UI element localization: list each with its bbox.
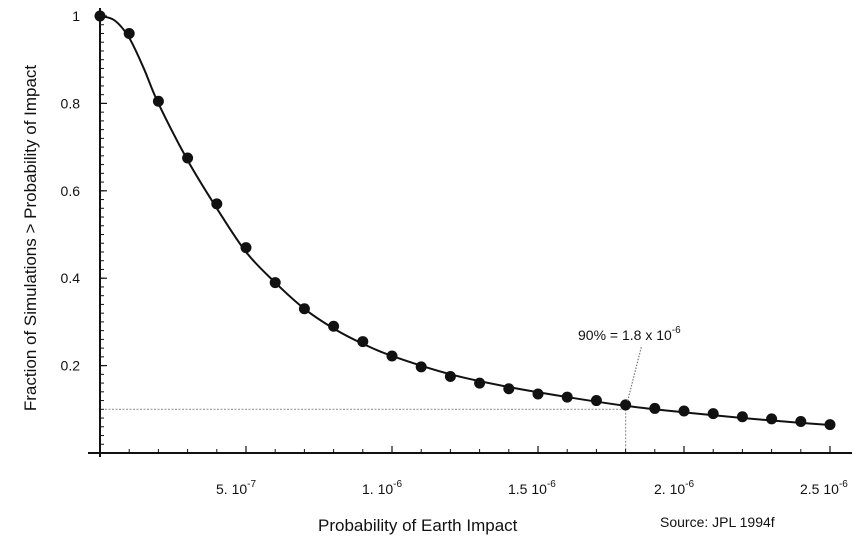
data-point <box>620 399 632 411</box>
annotation: 90% = 1.8 x 10-6 <box>578 325 681 402</box>
y-tick-label: 0.8 <box>61 95 81 111</box>
data-point <box>386 350 398 362</box>
x-tick-label: 1. 10-6 <box>362 479 402 497</box>
data-point <box>240 242 252 254</box>
data-point <box>561 391 573 403</box>
data-point <box>736 411 748 423</box>
x-axis-label: Probability of Earth Impact <box>318 516 518 535</box>
x-tick-label: 5. 10-7 <box>216 479 256 497</box>
source-note: Source: JPL 1994f <box>660 514 775 530</box>
data-point <box>94 10 106 22</box>
y-tick-label: 0.6 <box>61 183 81 199</box>
data-point <box>152 95 164 107</box>
y-tick-label: 1 <box>72 8 80 24</box>
data-point <box>678 405 690 417</box>
data-point <box>649 402 661 414</box>
data-point <box>795 416 807 428</box>
x-tick-label: 2.5 10-6 <box>800 479 848 497</box>
data-point <box>415 361 427 373</box>
reference-lines <box>105 408 627 453</box>
data-point <box>707 408 719 420</box>
data-point <box>532 388 544 400</box>
data-point <box>590 395 602 407</box>
data-point <box>328 320 340 332</box>
y-tick-label: 0.4 <box>61 270 81 286</box>
tick-labels: 0.2 0.4 0.6 0.8 1 5. 10-7 1. 10-6 1.5 10-6 2. 10… <box>61 8 849 497</box>
data-points <box>94 10 836 431</box>
annotation-leader-line <box>627 345 643 402</box>
y-axis-label: Fraction of Simulations > Probability of… <box>21 65 40 412</box>
data-point <box>503 383 515 395</box>
y-tick-label: 0.2 <box>61 358 81 374</box>
data-point <box>123 27 135 39</box>
data-point <box>357 336 369 348</box>
annotation-text: 90% = 1.8 x 10-6 <box>578 325 681 343</box>
fitted-curve-group <box>99 15 831 427</box>
data-point <box>444 371 456 383</box>
x-tick-label: 2. 10-6 <box>654 479 694 497</box>
data-point <box>182 152 194 164</box>
data-point <box>766 413 778 425</box>
data-point <box>474 377 486 389</box>
data-point <box>298 303 310 315</box>
fitted-curve <box>99 15 831 427</box>
x-tick-label: 1.5 10-6 <box>508 479 556 497</box>
data-point <box>211 198 223 210</box>
data-point <box>269 277 281 289</box>
axes <box>88 8 852 457</box>
data-point <box>824 419 836 431</box>
